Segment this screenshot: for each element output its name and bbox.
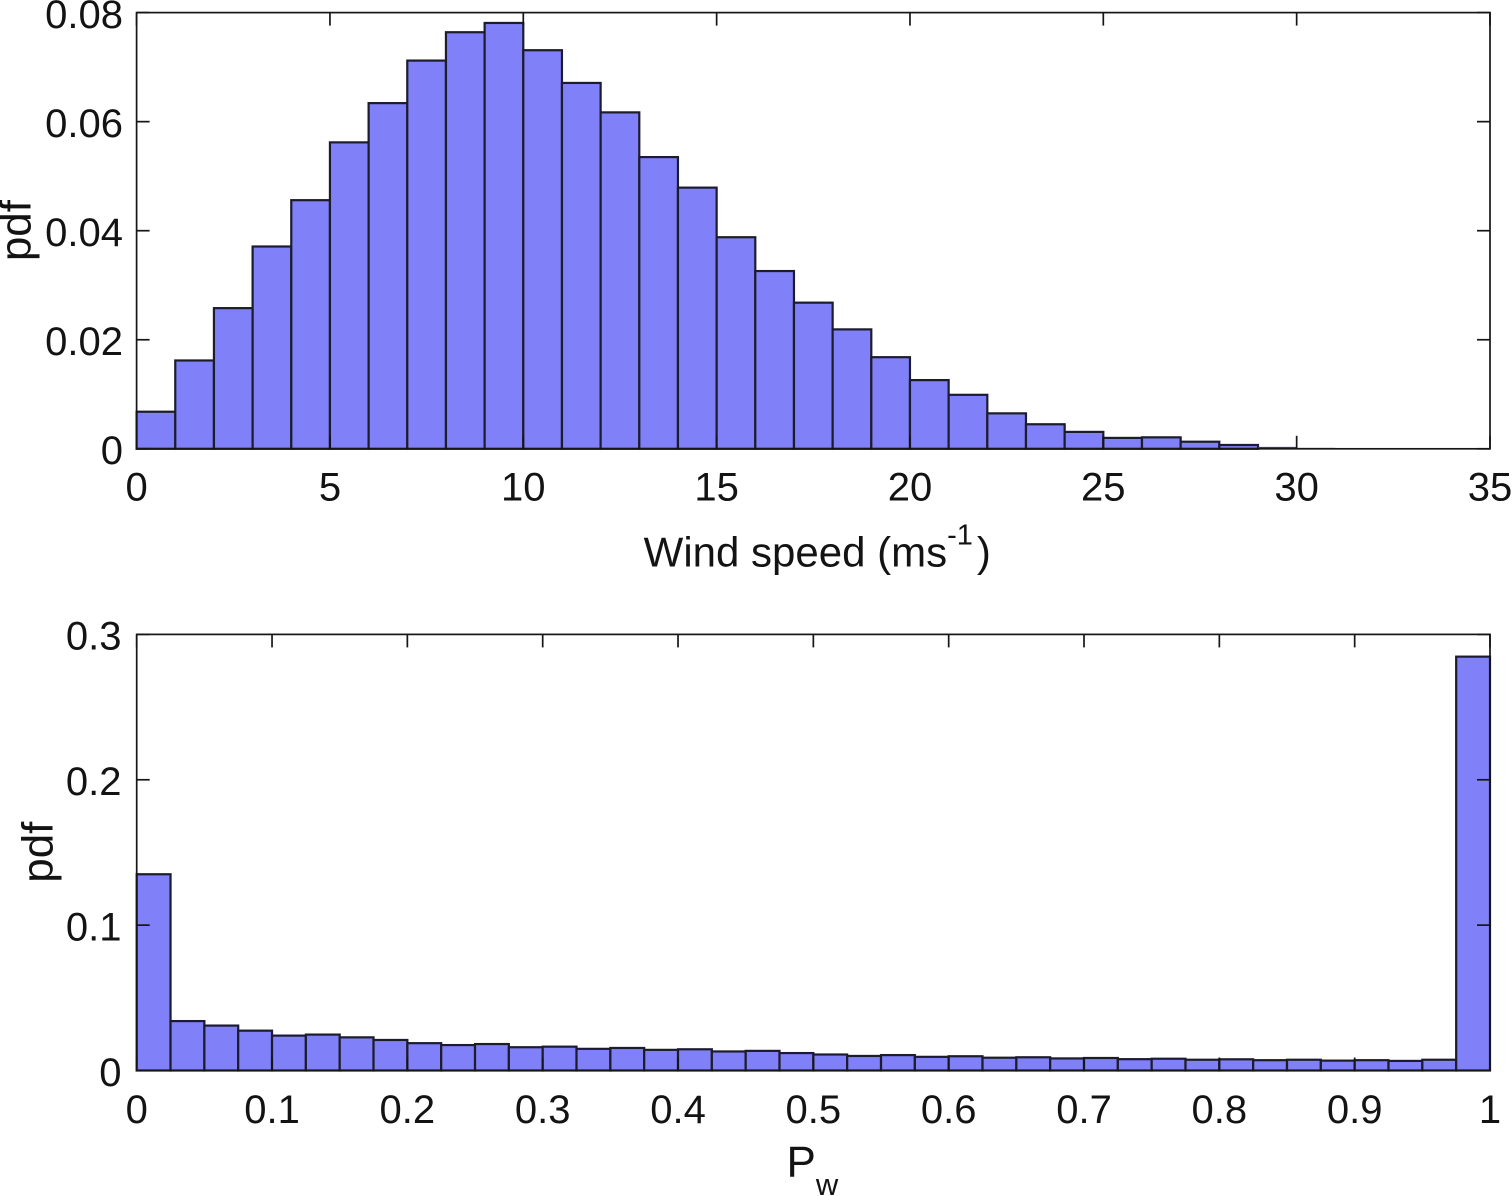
svg-text:0: 0 [101,429,123,473]
svg-text:0.7: 0.7 [1056,1088,1112,1132]
svg-text:0.2: 0.2 [380,1088,436,1132]
svg-text:1: 1 [1479,1088,1501,1132]
svg-text:0.08: 0.08 [45,0,123,37]
svg-text:Pw: Pw [787,1138,839,1196]
svg-text:0.6: 0.6 [921,1088,977,1132]
svg-text:pdf: pdf [14,821,63,883]
svg-text:0.02: 0.02 [45,320,123,364]
svg-text:0.1: 0.1 [244,1088,300,1132]
svg-text:0.8: 0.8 [1192,1088,1248,1132]
svg-text:0.3: 0.3 [66,615,122,659]
svg-text:0.3: 0.3 [515,1088,571,1132]
svg-text:25: 25 [1081,466,1126,510]
svg-text:0.04: 0.04 [45,211,123,255]
svg-text:pdf: pdf [0,199,41,261]
svg-text:0.9: 0.9 [1327,1088,1383,1132]
svg-text:10: 10 [501,466,546,510]
svg-text:0.06: 0.06 [45,102,123,146]
svg-text:0.4: 0.4 [650,1088,706,1132]
svg-text:0.2: 0.2 [66,760,122,804]
svg-text:0: 0 [126,1088,148,1132]
svg-text:30: 30 [1274,466,1319,510]
svg-text:15: 15 [694,466,739,510]
svg-text:35: 35 [1468,466,1512,510]
svg-text:5: 5 [319,466,341,510]
svg-text:0.1: 0.1 [66,905,122,949]
svg-text:0.5: 0.5 [786,1088,842,1132]
svg-text:0: 0 [99,1051,121,1095]
svg-text:Wind speed (ms-1): Wind speed (ms-1) [644,520,991,576]
svg-text:20: 20 [888,466,933,510]
svg-text:0: 0 [125,466,147,510]
